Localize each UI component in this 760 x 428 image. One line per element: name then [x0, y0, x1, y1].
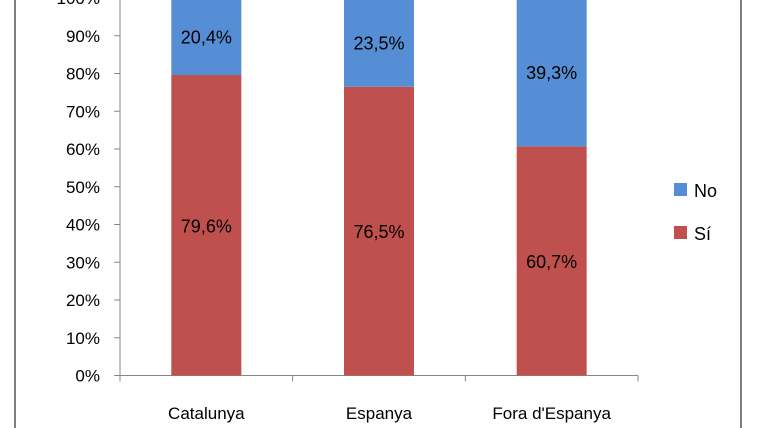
y-tick-label: 80%: [66, 65, 100, 84]
y-tick-label: 30%: [66, 253, 100, 272]
data-label: 76,5%: [353, 222, 404, 242]
y-tick-label: 90%: [66, 27, 100, 46]
y-tick-label: 60%: [66, 140, 100, 159]
bar-segment: [171, 0, 242, 76]
y-tick-label: 20%: [66, 291, 100, 310]
data-label: 20,4%: [181, 28, 232, 48]
bar-segment: [344, 86, 414, 376]
x-tick-label: Espanya: [346, 404, 413, 423]
legend-swatch: [674, 226, 687, 239]
x-axis-labels: Catalunya Espanya Fora d'Espanya: [168, 404, 611, 423]
bar-segment: [344, 0, 414, 87]
data-label: 60,7%: [526, 252, 577, 272]
y-axis-ticks: 0% 10% 20% 30% 40% 50% 60% 70% 80% 90% 100%: [57, 0, 120, 386]
bar-segment: [516, 0, 587, 147]
legend-label: Sí: [694, 224, 711, 244]
data-label: 23,5%: [353, 33, 404, 53]
y-tick-label: 0%: [75, 367, 100, 386]
y-tick-label: 100%: [57, 0, 100, 8]
x-tick-label: Fora d'Espanya: [492, 404, 611, 423]
chart-border: [14, 0, 742, 428]
y-tick-label: 70%: [66, 102, 100, 121]
legend: No Sí: [674, 181, 717, 244]
data-label: 39,3%: [526, 63, 577, 83]
y-tick-label: 10%: [66, 329, 100, 348]
legend-swatch: [674, 183, 687, 196]
y-tick-label: 50%: [66, 178, 100, 197]
bar-segment: [171, 75, 242, 376]
x-tick-label: Catalunya: [168, 404, 245, 423]
data-label: 79,6%: [181, 216, 232, 236]
bar-segment: [516, 146, 587, 376]
bars: 79,6% 20,4% 76,5% 23,5% 60,7% 39,3%: [171, 0, 587, 376]
legend-label: No: [694, 181, 717, 201]
y-tick-label: 40%: [66, 216, 100, 235]
